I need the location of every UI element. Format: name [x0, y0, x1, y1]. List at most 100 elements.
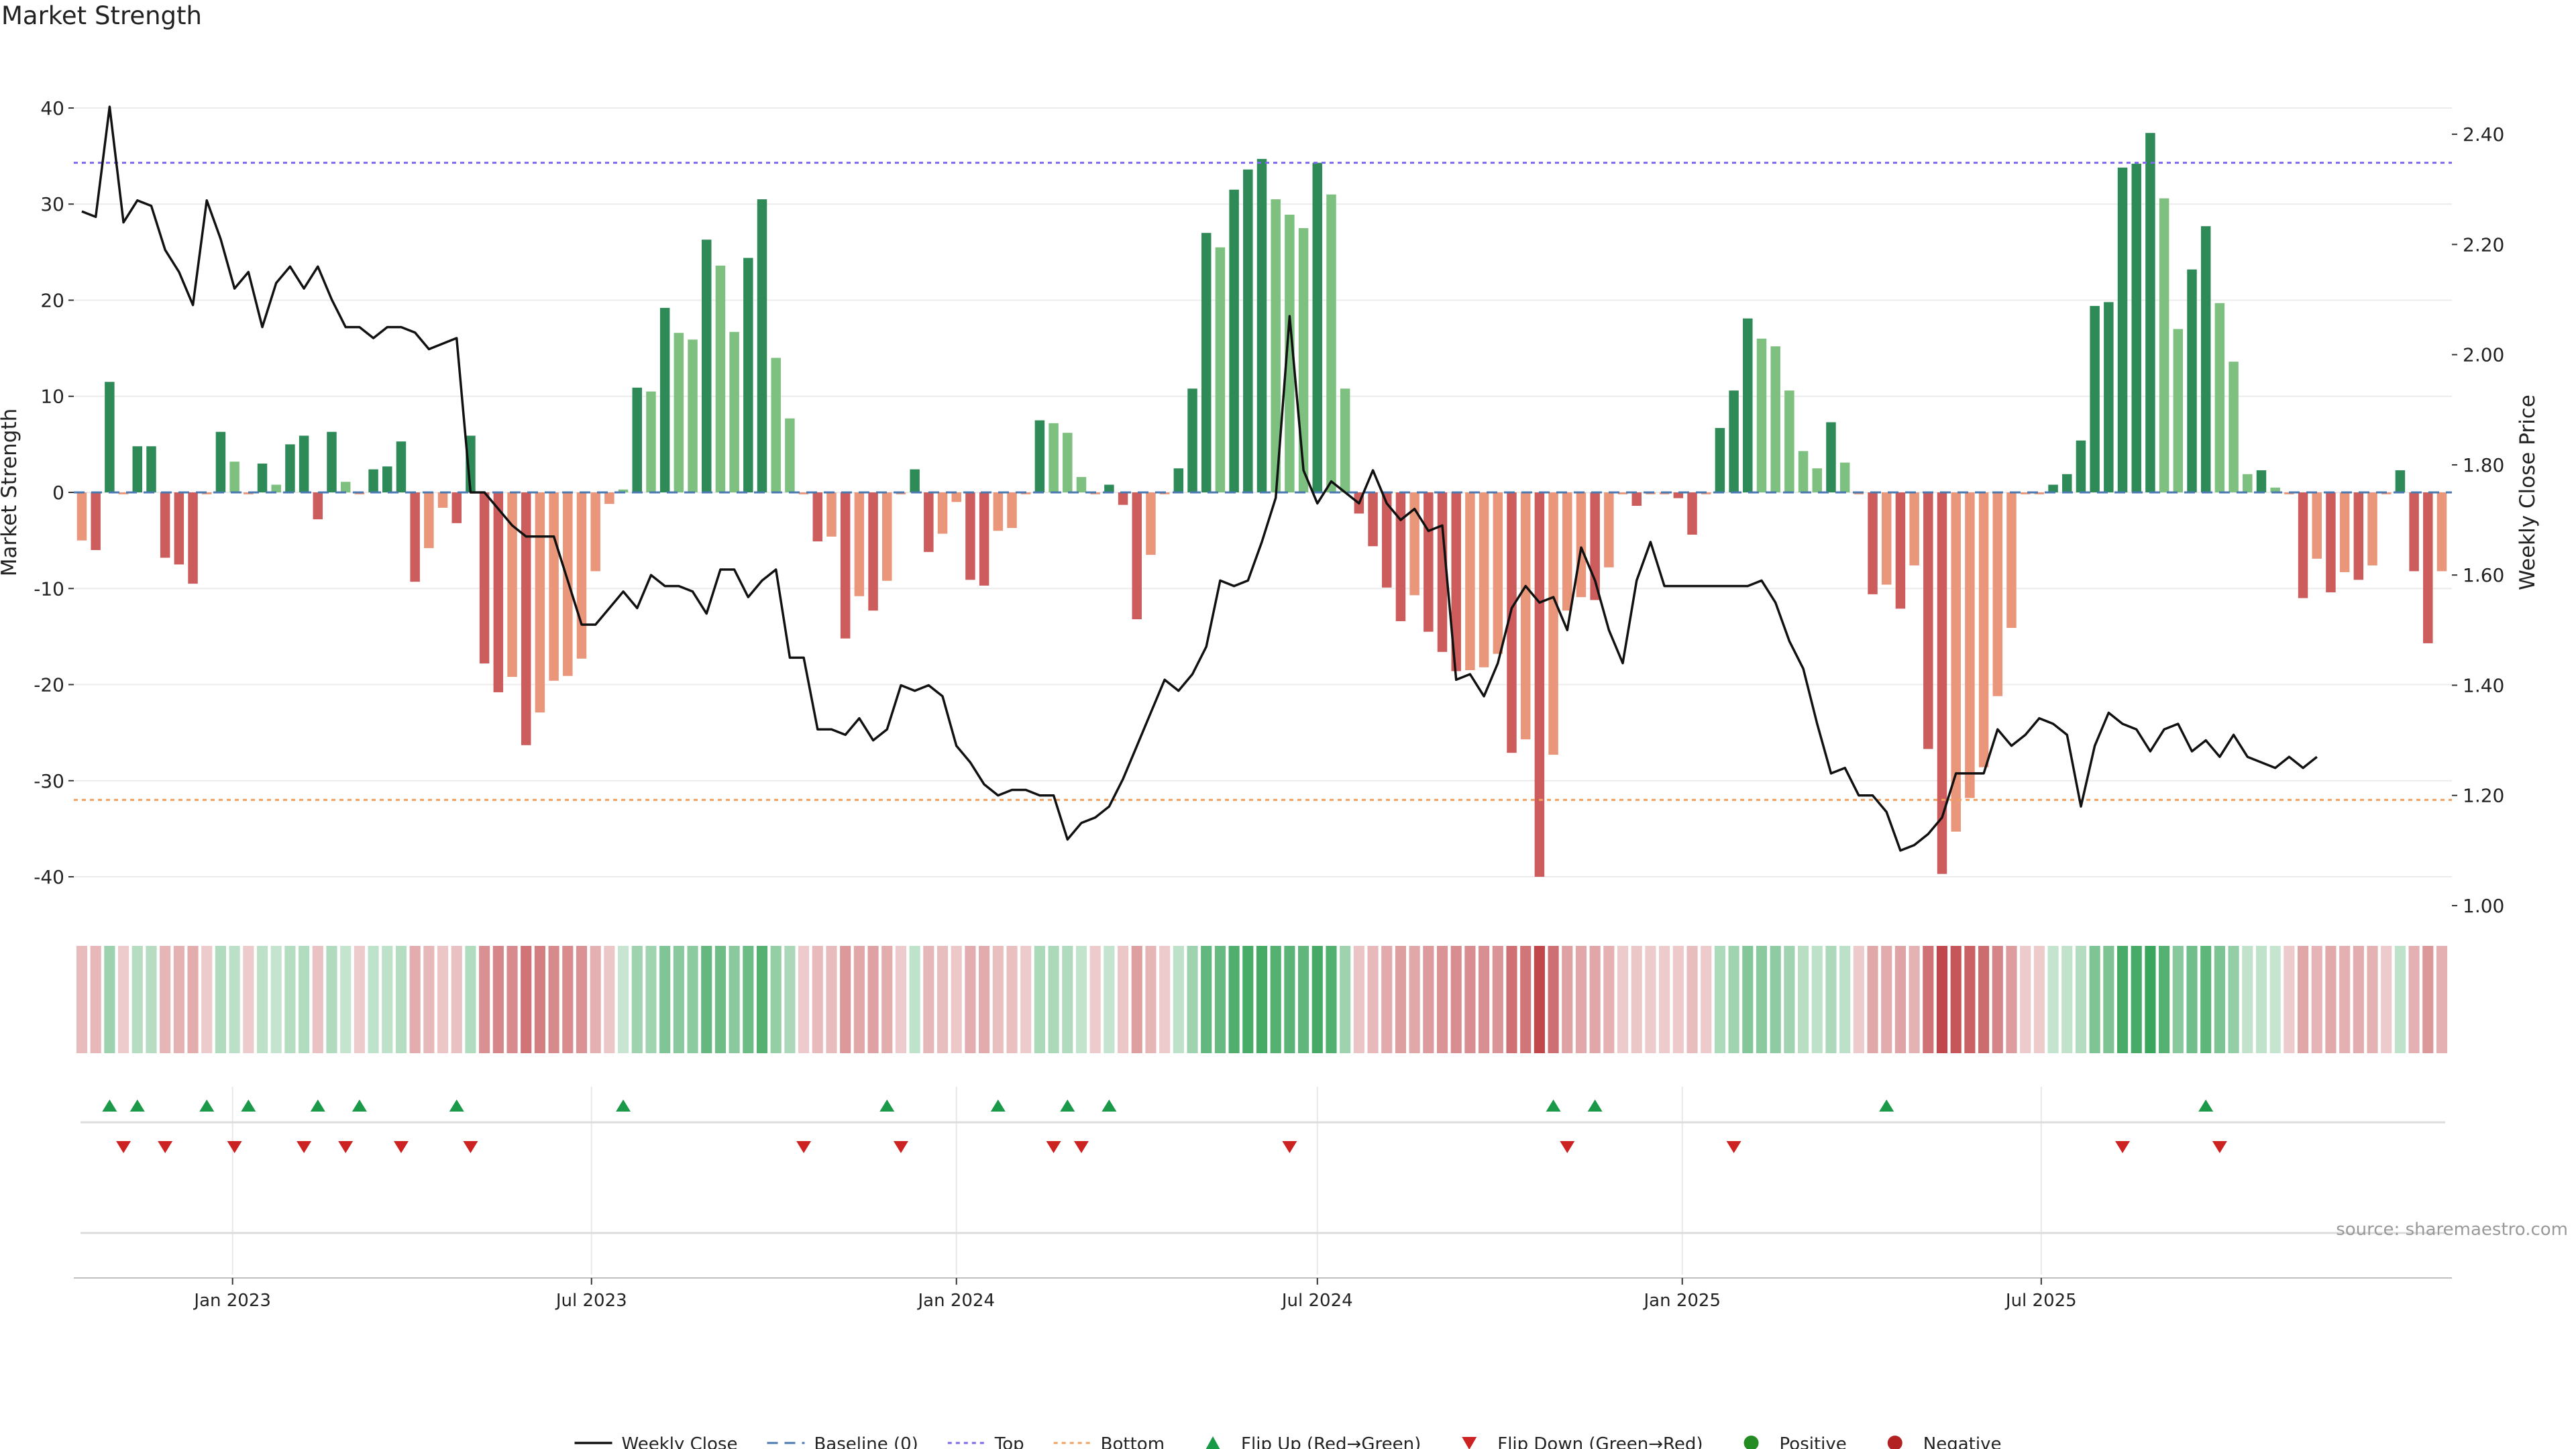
flip-up-marker: [449, 1099, 464, 1112]
strength-bar: [1229, 189, 1239, 492]
flip-down-marker: [2212, 1141, 2227, 1153]
heat-strip-cell: [1714, 946, 1725, 1053]
legend-triangle-up-icon: [1205, 1436, 1220, 1449]
heat-strip-cell: [590, 946, 601, 1053]
strength-bar: [437, 492, 448, 508]
heat-strip-cell: [229, 946, 240, 1053]
strength-bar: [2076, 440, 2086, 492]
strength-bar: [1312, 162, 1323, 492]
heat-strip-cell: [312, 946, 323, 1053]
strength-bar: [1965, 492, 1975, 798]
heat-strip-cell: [1825, 946, 1837, 1053]
strength-bar: [1743, 318, 1753, 492]
heat-strip-cell: [1492, 946, 1503, 1053]
strength-bar: [1326, 194, 1336, 492]
heat-strip-cell: [2436, 946, 2448, 1053]
strength-bar: [924, 492, 934, 552]
strength-bar: [2034, 492, 2045, 494]
flip-up-marker: [352, 1099, 367, 1112]
y-left-axis-label: Market Strength: [0, 409, 21, 577]
flip-up-marker: [879, 1099, 895, 1112]
heat-strip-cell: [382, 946, 393, 1053]
heat-strip-cell: [340, 946, 352, 1053]
flip-down-marker: [796, 1141, 812, 1153]
strength-bar: [257, 464, 268, 492]
heat-strip-cell: [687, 946, 698, 1053]
legend-item: Positive: [1743, 1434, 1847, 1449]
strength-bar: [2256, 470, 2267, 492]
strength-bar: [2229, 362, 2239, 492]
strength-bar: [507, 492, 517, 678]
strength-bar: [1340, 388, 1350, 492]
heat-strip-cell: [1756, 946, 1768, 1053]
heat-strip-cell: [2311, 946, 2322, 1053]
strength-bar: [604, 492, 614, 504]
y-left-tick-label: 40: [40, 97, 64, 119]
strength-bar: [1034, 420, 1045, 492]
heat-strip-cell: [936, 946, 949, 1053]
y-right-tick-label: 2.00: [2463, 344, 2504, 366]
legend-label: Negative: [1923, 1434, 2002, 1449]
strength-bar: [1479, 492, 1489, 667]
heat-strip-cell: [1672, 946, 1684, 1053]
strength-bar: [1201, 233, 1212, 492]
heat-strip-cell: [1867, 946, 1878, 1053]
heat-strip-cell: [2159, 946, 2170, 1053]
heat-strip-cell: [1770, 946, 1781, 1053]
strength-bar: [2298, 492, 2308, 598]
heat-strip-cell: [1340, 946, 1351, 1053]
heat-strip-cell: [465, 946, 476, 1053]
flip-up-marker: [1102, 1099, 1117, 1112]
strength-bar: [826, 492, 837, 537]
strength-bar: [1617, 492, 1628, 494]
heat-strip-cell: [1075, 946, 1087, 1053]
heat-strip-cell: [423, 946, 435, 1053]
legend-label: Bottom: [1101, 1434, 1165, 1449]
legend-label: Positive: [1780, 1434, 1847, 1449]
strength-bar: [1118, 492, 1128, 505]
heat-strip-cell: [1381, 946, 1393, 1053]
heat-strip-cell: [1631, 946, 1642, 1053]
strength-bar: [1798, 451, 1809, 492]
y-right-axis-label: Weekly Close Price: [2516, 394, 2540, 590]
strength-bar: [118, 492, 129, 494]
strength-bar: [1548, 492, 1558, 755]
heat-strip-cell: [645, 946, 657, 1053]
heat-strip-cell: [2200, 946, 2212, 1053]
y-left-tick-label: 10: [40, 386, 64, 408]
heat-strip-cell: [146, 946, 157, 1053]
strength-bar: [2006, 492, 2017, 628]
heat-strip-cell: [2103, 946, 2114, 1053]
strength-bar: [701, 239, 712, 492]
heat-strip-cell: [743, 946, 754, 1053]
heat-strip-cell: [451, 946, 462, 1053]
flip-down-marker: [116, 1141, 131, 1153]
strength-bar: [1243, 169, 1253, 492]
heat-strip-cell: [1909, 946, 1920, 1053]
heat-strip-cell: [1353, 946, 1364, 1053]
x-tick-label: Jul 2024: [1281, 1291, 1353, 1311]
strength-bar: [646, 391, 656, 492]
strength-bar: [1812, 468, 1823, 492]
strength-bar: [965, 492, 975, 580]
x-tick-label: Jan 2024: [916, 1291, 995, 1311]
heat-strip-cell: [2020, 946, 2031, 1053]
heat-strip-cell: [1284, 946, 1295, 1053]
heat-strip-cell: [631, 946, 643, 1053]
strength-bar: [1187, 388, 1197, 492]
strength-bar: [659, 307, 670, 492]
heat-strip-cell: [1409, 946, 1420, 1053]
heat-strip-cell: [617, 946, 629, 1053]
strength-bar: [771, 358, 781, 492]
heat-strip-cell: [2228, 946, 2239, 1053]
strength-bar: [1382, 492, 1392, 588]
flip-down-marker: [338, 1141, 354, 1153]
strength-bar: [229, 462, 239, 492]
heat-strip-cell: [1214, 946, 1226, 1053]
heat-strip-cell: [548, 946, 559, 1053]
strength-bar: [937, 492, 948, 534]
heat-strip-cell: [895, 946, 907, 1053]
strength-bar: [285, 444, 295, 492]
heat-strip-cell: [1201, 946, 1212, 1053]
y-right-tick-label: 1.80: [2463, 454, 2504, 476]
